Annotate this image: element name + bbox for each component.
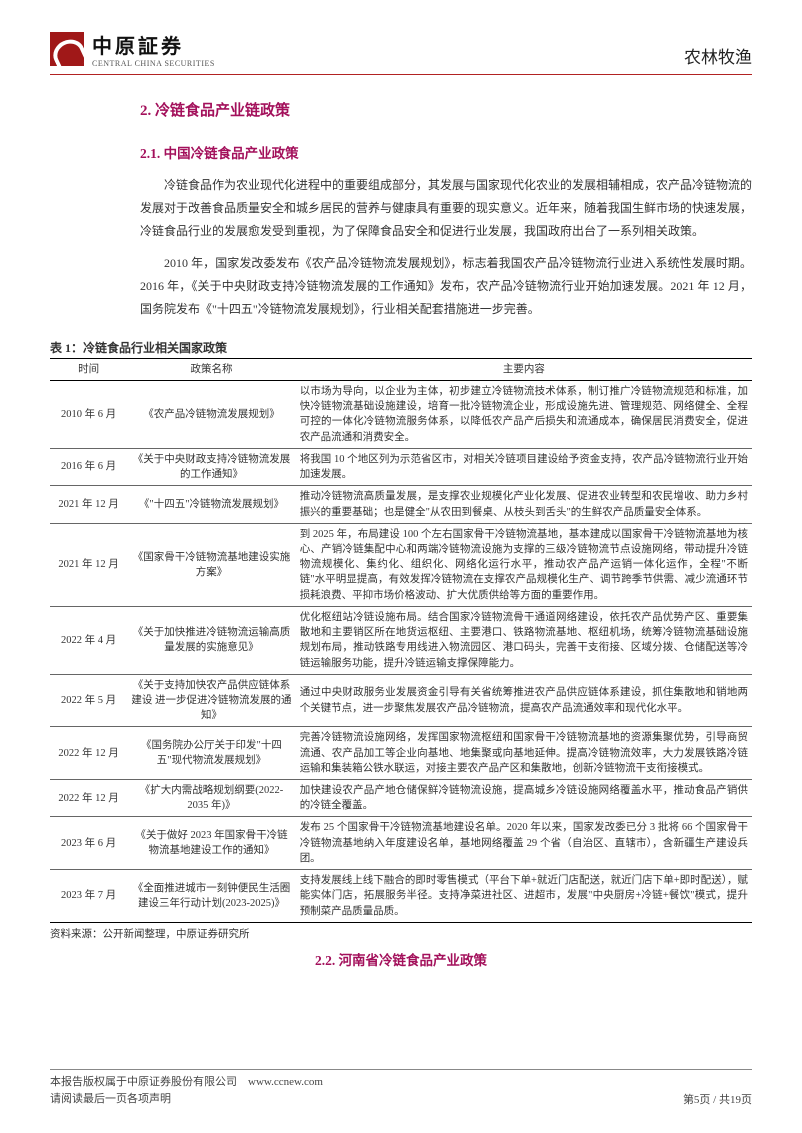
cell-content: 推动冷链物流高质量发展，是支撑农业规模化产业化发展、促进农业转型和农民增收、助力… xyxy=(296,486,752,523)
cell-time: 2010 年 6 月 xyxy=(50,381,127,449)
cell-name: 《关于做好 2023 年国家骨干冷链物流基地建设工作的通知》 xyxy=(127,817,295,870)
cell-time: 2016 年 6 月 xyxy=(50,448,127,485)
cell-time: 2022 年 4 月 xyxy=(50,606,127,674)
table-body: 2010 年 6 月《农产品冷链物流发展规划》以市场为导向，以企业为主体，初步建… xyxy=(50,381,752,923)
cell-time: 2022 年 5 月 xyxy=(50,674,127,727)
cell-time: 2021 年 12 月 xyxy=(50,486,127,523)
table-row: 2016 年 6 月《关于中央财政支持冷链物流发展的工作通知》将我国 10 个地… xyxy=(50,448,752,485)
cell-name: 《关于中央财政支持冷链物流发展的工作通知》 xyxy=(127,448,295,485)
footer-left: 本报告版权属于中原证券股份有限公司 www.ccnew.com 请阅读最后一页各… xyxy=(50,1074,323,1107)
page-footer: 本报告版权属于中原证券股份有限公司 www.ccnew.com 请阅读最后一页各… xyxy=(50,1069,752,1107)
cell-content: 发布 25 个国家骨干冷链物流基地建设名单。2020 年以来，国家发改委已分 3… xyxy=(296,817,752,870)
cell-content: 优化枢纽站冷链设施布局。结合国家冷链物流骨干通道网络建设，依托农产品优势产区、重… xyxy=(296,606,752,674)
cell-time: 2022 年 12 月 xyxy=(50,780,127,817)
page-header: 中原証券 CENTRAL CHINA SECURITIES 农林牧渔 xyxy=(50,30,752,75)
logo-icon xyxy=(50,32,84,66)
heading-level-2: 2. 冷链食品产业链政策 xyxy=(140,99,752,120)
th-name: 政策名称 xyxy=(127,358,295,380)
cell-content: 支持发展线上线下融合的即时零售模式（平台下单+就近门店配送，就近门店下单+即时配… xyxy=(296,870,752,923)
logo-chinese: 中原証券 xyxy=(92,30,215,59)
cell-name: 《关于支持加快农产品供应链体系建设 进一步促进冷链物流发展的通知》 xyxy=(127,674,295,727)
cell-content: 完善冷链物流设施网络，发挥国家物流枢纽和国家骨干冷链物流基地的资源集聚优势，引导… xyxy=(296,727,752,780)
logo-block: 中原証券 CENTRAL CHINA SECURITIES xyxy=(50,30,215,68)
heading-level-3-2: 2.2. 河南省冷链食品产业政策 xyxy=(50,949,752,969)
paragraph-2: 2010 年，国家发改委发布《农产品冷链物流发展规划》，标志着我国农产品冷链物流… xyxy=(140,252,752,320)
th-time: 时间 xyxy=(50,358,127,380)
table-title: 表 1：冷链食品行业相关国家政策 xyxy=(50,339,752,356)
cell-name: 《国务院办公厅关于印发"十四五"现代物流发展规划》 xyxy=(127,727,295,780)
cell-content: 到 2025 年，布局建设 100 个左右国家骨干冷链物流基地，基本建成以国家骨… xyxy=(296,523,752,606)
table-header-row: 时间 政策名称 主要内容 xyxy=(50,358,752,380)
cell-time: 2022 年 12 月 xyxy=(50,727,127,780)
table-row: 2022 年 12 月《扩大内需战略规划纲要(2022-2035 年)》加快建设… xyxy=(50,780,752,817)
heading-level-3-1: 2.1. 中国冷链食品产业政策 xyxy=(140,142,752,162)
cell-time: 2021 年 12 月 xyxy=(50,523,127,606)
cell-name: 《关于加快推进冷链物流运输高质量发展的实施意见》 xyxy=(127,606,295,674)
cell-content: 加快建设农产品产地仓储保鲜冷链物流设施，提高城乡冷链设施网络覆盖水平，推动食品产… xyxy=(296,780,752,817)
cell-name: 《"十四五"冷链物流发展规划》 xyxy=(127,486,295,523)
th-content: 主要内容 xyxy=(296,358,752,380)
table-row: 2021 年 12 月《国家骨干冷链物流基地建设实施方案》到 2025 年，布局… xyxy=(50,523,752,606)
table-row: 2022 年 12 月《国务院办公厅关于印发"十四五"现代物流发展规划》完善冷链… xyxy=(50,727,752,780)
table-row: 2022 年 5 月《关于支持加快农产品供应链体系建设 进一步促进冷链物流发展的… xyxy=(50,674,752,727)
header-category: 农林牧渔 xyxy=(684,43,752,68)
table-row: 2022 年 4 月《关于加快推进冷链物流运输高质量发展的实施意见》优化枢纽站冷… xyxy=(50,606,752,674)
cell-name: 《全面推进城市一刻钟便民生活圈建设三年行动计划(2023-2025)》 xyxy=(127,870,295,923)
table-row: 2023 年 6 月《关于做好 2023 年国家骨干冷链物流基地建设工作的通知》… xyxy=(50,817,752,870)
table-row: 2021 年 12 月《"十四五"冷链物流发展规划》推动冷链物流高质量发展，是支… xyxy=(50,486,752,523)
logo-text: 中原証券 CENTRAL CHINA SECURITIES xyxy=(92,30,215,68)
cell-name: 《扩大内需战略规划纲要(2022-2035 年)》 xyxy=(127,780,295,817)
table-source: 资料来源：公开新闻整理，中原证券研究所 xyxy=(50,926,752,941)
cell-name: 《国家骨干冷链物流基地建设实施方案》 xyxy=(127,523,295,606)
policy-table: 时间 政策名称 主要内容 2010 年 6 月《农产品冷链物流发展规划》以市场为… xyxy=(50,358,752,923)
cell-content: 以市场为导向，以企业为主体，初步建立冷链物流技术体系，制订推广冷链物流规范和标准… xyxy=(296,381,752,449)
cell-name: 《农产品冷链物流发展规划》 xyxy=(127,381,295,449)
logo-english: CENTRAL CHINA SECURITIES xyxy=(92,59,215,68)
cell-time: 2023 年 7 月 xyxy=(50,870,127,923)
paragraph-1: 冷链食品作为农业现代化进程中的重要组成部分，其发展与国家现代化农业的发展相辅相成… xyxy=(140,174,752,242)
footer-page-number: 第5页 / 共19页 xyxy=(683,1091,752,1107)
page: 中原証券 CENTRAL CHINA SECURITIES 农林牧渔 2. 冷链… xyxy=(0,0,802,1133)
cell-content: 将我国 10 个地区列为示范省区市，对相关冷链项目建设给予资金支持，农产品冷链物… xyxy=(296,448,752,485)
table-row: 2023 年 7 月《全面推进城市一刻钟便民生活圈建设三年行动计划(2023-2… xyxy=(50,870,752,923)
footer-disclaimer: 请阅读最后一页各项声明 xyxy=(50,1091,323,1108)
footer-copyright: 本报告版权属于中原证券股份有限公司 www.ccnew.com xyxy=(50,1074,323,1091)
cell-time: 2023 年 6 月 xyxy=(50,817,127,870)
table-row: 2010 年 6 月《农产品冷链物流发展规划》以市场为导向，以企业为主体，初步建… xyxy=(50,381,752,449)
cell-content: 通过中央财政服务业发展资金引导有关省统筹推进农产品供应链体系建设，抓住集散地和销… xyxy=(296,674,752,727)
